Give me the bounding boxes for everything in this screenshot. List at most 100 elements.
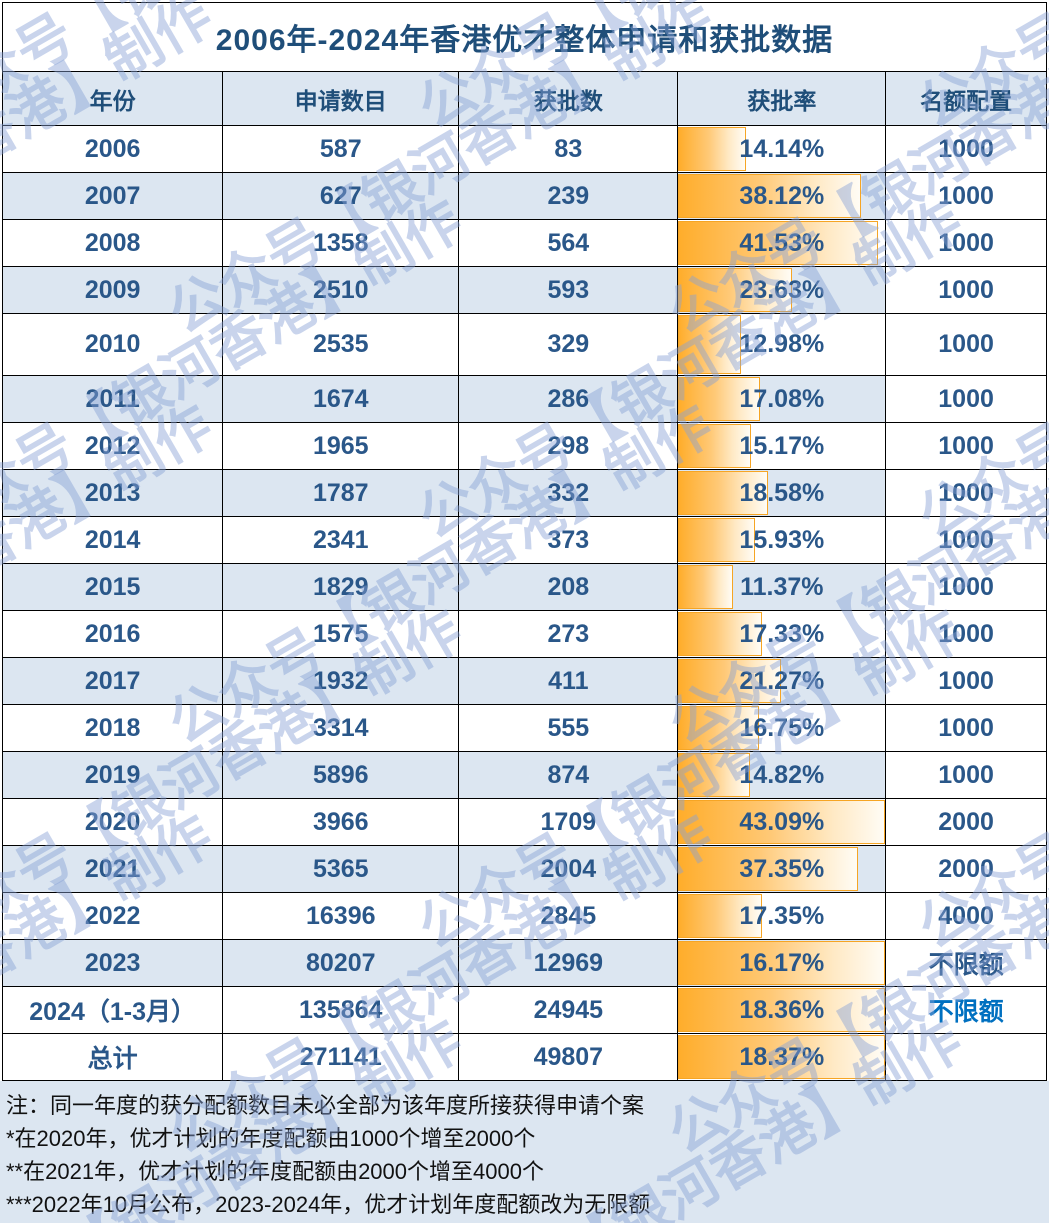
approvals-cell: 874 <box>458 751 679 799</box>
year-cell: 2022 <box>1 892 224 940</box>
table-row: 2016 1575 273 17.33% 1000 <box>1 610 1047 658</box>
table-row: 2007 627 239 38.12% 1000 <box>1 172 1047 220</box>
header-rate: 获批率 <box>677 71 887 126</box>
rate-cell: 43.09% <box>677 798 887 846</box>
quota-cell: 1000 <box>885 657 1047 705</box>
approvals-cell: 373 <box>458 516 679 564</box>
applications-cell: 3314 <box>222 704 460 752</box>
year-cell: 2018 <box>1 704 224 752</box>
rate-bar <box>678 800 885 844</box>
rate-bar <box>678 894 762 938</box>
year-cell: 2008 <box>1 219 224 267</box>
year-cell: 2007 <box>1 172 224 220</box>
rate-cell: 12.98% <box>677 313 887 376</box>
rate-value: 11.37% <box>740 572 824 601</box>
applications-cell: 627 <box>222 172 460 220</box>
table-row: 总计 271141 49807 18.37% <box>1 1033 1047 1081</box>
approvals-cell: 555 <box>458 704 679 752</box>
quota-cell <box>885 1033 1047 1081</box>
quota-cell: 1000 <box>885 172 1047 220</box>
applications-cell: 1787 <box>222 469 460 517</box>
rate-bar <box>678 753 750 797</box>
rate-bar <box>678 315 741 374</box>
year-cell: 2006 <box>1 125 224 173</box>
applications-cell: 587 <box>222 125 460 173</box>
applications-cell: 80207 <box>222 939 460 987</box>
table-row: 2022 16396 2845 17.35% 4000 <box>1 892 1047 940</box>
table-row: 2017 1932 411 21.27% 1000 <box>1 657 1047 705</box>
data-table: 2006年-2024年香港优才整体申请和获批数据 年份 申请数目 获批数 获批率… <box>1 2 1047 1081</box>
table-row: 2021 5365 2004 37.35% 2000 <box>1 845 1047 893</box>
approvals-cell: 286 <box>458 375 679 423</box>
header-applications: 申请数目 <box>222 71 460 126</box>
rate-bar <box>678 127 747 171</box>
rate-bar <box>678 988 885 1032</box>
applications-cell: 1965 <box>222 422 460 470</box>
quota-cell: 不限额 <box>885 939 1047 987</box>
rate-cell: 38.12% <box>677 172 887 220</box>
header-year: 年份 <box>1 71 224 126</box>
rate-bar <box>678 377 761 421</box>
quota-cell: 4000 <box>885 892 1047 940</box>
rate-value: 41.53% <box>739 228 825 257</box>
quota-cell: 1000 <box>885 469 1047 517</box>
applications-cell: 5365 <box>222 845 460 893</box>
quota-cell: 1000 <box>885 563 1047 611</box>
rate-bar <box>678 847 858 891</box>
rate-cell: 18.58% <box>677 469 887 517</box>
rate-cell: 14.14% <box>677 125 887 173</box>
rate-bar <box>678 174 862 218</box>
rate-value: 37.35% <box>739 854 825 883</box>
table-row: 2013 1787 332 18.58% 1000 <box>1 469 1047 517</box>
quota-cell: 2000 <box>885 798 1047 846</box>
rate-value: 38.12% <box>739 181 825 210</box>
rate-cell: 21.27% <box>677 657 887 705</box>
notes-section: 注：同一年度的获分配额数目未必全部为该年度所接获得申请个案 *在2020年，优才… <box>0 1081 1049 1223</box>
rate-cell: 15.17% <box>677 422 887 470</box>
year-cell: 2012 <box>1 422 224 470</box>
rate-cell: 16.17% <box>677 939 887 987</box>
table-row: 2009 2510 593 23.63% 1000 <box>1 266 1047 314</box>
approvals-cell: 564 <box>458 219 679 267</box>
rate-bar <box>678 268 792 312</box>
approvals-cell: 332 <box>458 469 679 517</box>
rate-cell: 16.75% <box>677 704 887 752</box>
approvals-cell: 1709 <box>458 798 679 846</box>
table-header-row: 年份 申请数目 获批数 获批率 名额配置 <box>1 71 1047 126</box>
quota-cell: 1000 <box>885 704 1047 752</box>
rate-value: 23.63% <box>739 275 825 304</box>
approvals-cell: 83 <box>458 125 679 173</box>
year-cell: 2014 <box>1 516 224 564</box>
note-line: *在2020年，优才计划的年度配额由1000个增至2000个 <box>6 1126 536 1151</box>
applications-cell: 1575 <box>222 610 460 658</box>
rate-cell: 17.08% <box>677 375 887 423</box>
year-cell: 2011 <box>1 375 224 423</box>
approvals-cell: 24945 <box>458 986 679 1034</box>
rate-bar <box>678 659 781 703</box>
rate-value: 14.82% <box>739 760 825 789</box>
table-row: 2020 3966 1709 43.09% 2000 <box>1 798 1047 846</box>
rate-cell: 17.35% <box>677 892 887 940</box>
year-cell: 2016 <box>1 610 224 658</box>
rate-value: 18.36% <box>739 995 825 1024</box>
rate-cell: 23.63% <box>677 266 887 314</box>
approvals-cell: 298 <box>458 422 679 470</box>
applications-cell: 2535 <box>222 313 460 376</box>
applications-cell: 1932 <box>222 657 460 705</box>
applications-cell: 1358 <box>222 219 460 267</box>
table-row: 2024（1-3月） 135864 24945 18.36% 不限额 <box>1 986 1047 1034</box>
title-row: 2006年-2024年香港优才整体申请和获批数据 <box>2 2 1047 72</box>
quota-cell: 2000 <box>885 845 1047 893</box>
table-row: 2018 3314 555 16.75% 1000 <box>1 704 1047 752</box>
applications-cell: 1674 <box>222 375 460 423</box>
approvals-cell: 593 <box>458 266 679 314</box>
table-row: 2008 1358 564 41.53% 1000 <box>1 219 1047 267</box>
year-cell: 2015 <box>1 563 224 611</box>
approvals-cell: 49807 <box>458 1033 679 1081</box>
year-cell: 2013 <box>1 469 224 517</box>
applications-cell: 16396 <box>222 892 460 940</box>
year-cell: 2021 <box>1 845 224 893</box>
table-row: 2012 1965 298 15.17% 1000 <box>1 422 1047 470</box>
approvals-cell: 411 <box>458 657 679 705</box>
